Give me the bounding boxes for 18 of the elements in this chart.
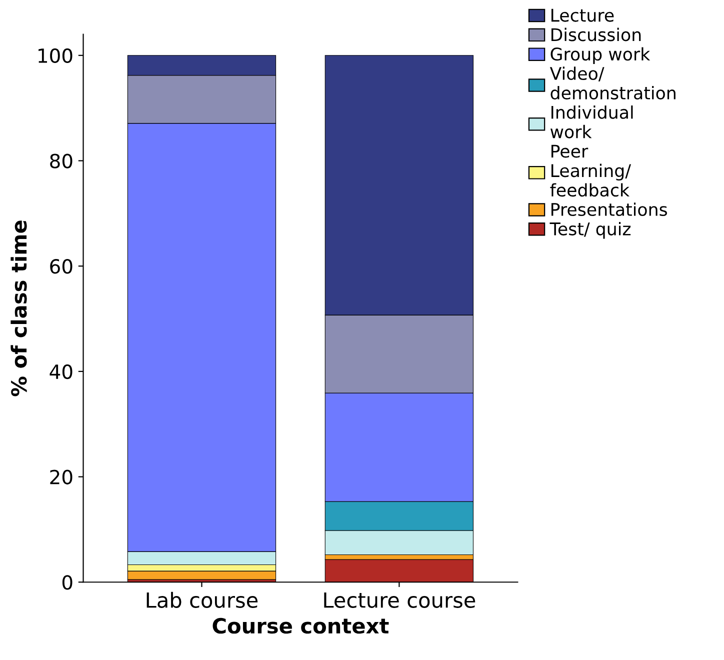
x-tick-label: Lab course xyxy=(146,592,258,608)
legend-label: Peer Learning/ feedback xyxy=(550,144,632,197)
legend-label: Presentations xyxy=(551,202,668,216)
x-axis-title: Course context xyxy=(212,618,389,634)
y-tick-label: 20 xyxy=(50,470,72,484)
y-tick-label: 60 xyxy=(50,259,72,274)
y-tick-label: 40 xyxy=(50,364,72,380)
y-tick-label: 80 xyxy=(50,154,72,168)
y-tick-label: 100 xyxy=(38,48,72,64)
legend-label: Video/ demonstration xyxy=(550,66,676,100)
y-tick-label: 0 xyxy=(62,575,72,590)
legend-label: Discussion xyxy=(551,28,641,42)
legend-label: Test/ quiz xyxy=(550,222,631,239)
legend-label: Group work xyxy=(550,47,650,64)
x-tick-label: Lecture course xyxy=(324,592,476,608)
legend-label: Lecture xyxy=(551,8,614,22)
legend-label: Individual work xyxy=(550,105,633,138)
y-axis-title: % of class time xyxy=(10,220,27,396)
